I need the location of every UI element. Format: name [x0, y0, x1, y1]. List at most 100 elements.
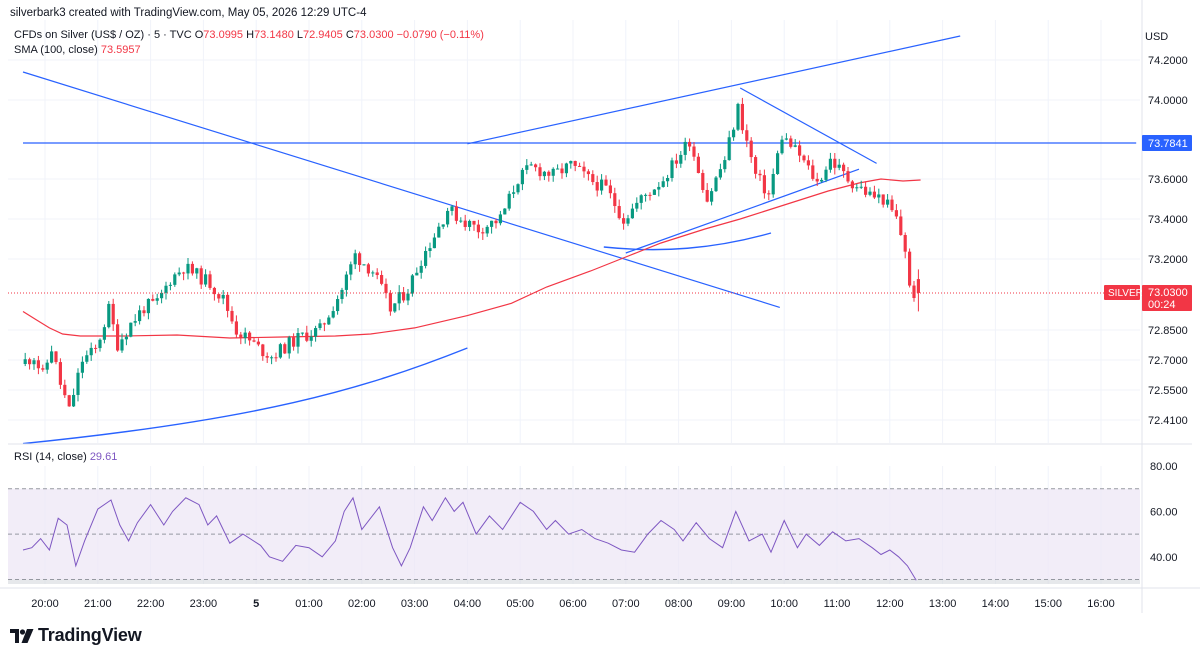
time-tick-label: 08:00	[665, 598, 693, 610]
candle-body	[591, 174, 595, 183]
candle-body	[23, 359, 27, 364]
candle-body	[564, 163, 568, 174]
candle-body	[657, 186, 661, 190]
time-tick-label: 06:00	[559, 598, 587, 610]
candle-body	[780, 139, 784, 154]
candle-body	[129, 322, 133, 337]
sma-label: SMA (100, close)	[14, 44, 98, 56]
candle-body	[701, 173, 705, 190]
candle-body	[503, 208, 507, 215]
candle-body	[815, 178, 819, 182]
candle-body	[820, 179, 824, 182]
logo-text: TradingView	[38, 625, 142, 645]
candle-body	[146, 298, 150, 314]
candle-body	[833, 158, 837, 168]
time-tick-label: 20:00	[31, 598, 59, 610]
candle-body	[142, 310, 146, 314]
symbol-legend[interactable]: CFDs on Silver (US$ / OZ) · 5 · TVC O73.…	[14, 29, 484, 41]
candle-body	[890, 199, 894, 211]
candle-body	[314, 328, 318, 337]
sma-layer	[22, 178, 921, 339]
time-tick-label: 02:00	[348, 598, 376, 610]
candle-body	[635, 202, 639, 209]
candle-body	[217, 294, 221, 299]
candle-body	[366, 264, 370, 274]
candle-body	[828, 158, 832, 170]
candle-body	[674, 160, 678, 164]
candle-body	[155, 298, 159, 301]
candle-body	[481, 232, 485, 234]
candle-body	[688, 141, 692, 147]
time-tick-label: 07:00	[612, 598, 640, 610]
candle-body	[714, 177, 718, 192]
candle-body	[692, 146, 696, 157]
candle-body	[749, 140, 753, 158]
candle-body	[551, 168, 555, 176]
candle-body	[670, 160, 674, 179]
mini-uptrend	[625, 168, 860, 254]
candle-body	[344, 274, 348, 290]
candle-body	[754, 157, 758, 174]
candle-body	[679, 154, 683, 164]
candle-body	[626, 218, 630, 224]
candle-body	[212, 287, 216, 295]
candle-body	[371, 272, 375, 274]
candle-body	[199, 268, 203, 285]
rsi-legend[interactable]: RSI (14, close) 29.61	[14, 451, 117, 463]
candle-body	[58, 362, 62, 385]
time-tick-label: 11:00	[824, 598, 851, 610]
candle-body	[226, 294, 230, 311]
sma-line	[22, 178, 921, 339]
candle-body	[586, 171, 590, 175]
candle-body	[802, 155, 806, 161]
candle-body	[758, 173, 762, 176]
candle-body	[388, 293, 392, 312]
rsi-tick-label: 80.00	[1150, 461, 1178, 473]
candle-body	[569, 160, 573, 164]
price-tick-label: 73.4000	[1148, 214, 1188, 226]
candle-body	[450, 206, 454, 211]
candle-body	[727, 137, 731, 161]
candle-body	[912, 285, 916, 299]
candle-body	[736, 103, 740, 130]
candle-body	[265, 356, 269, 358]
candle-body	[331, 311, 335, 318]
candle-body	[41, 368, 45, 370]
candle-body	[168, 284, 172, 286]
candle-body	[573, 160, 577, 166]
countdown-label: 00:24	[1148, 299, 1176, 311]
candle-body	[318, 323, 322, 329]
candle-body	[393, 303, 397, 312]
candle-body	[340, 289, 344, 300]
low-value: 72.9405	[303, 29, 343, 41]
candle-body	[45, 362, 49, 370]
candle-body	[151, 298, 155, 301]
candle-body	[283, 344, 287, 354]
candle-body	[256, 341, 260, 345]
candle-body	[36, 360, 40, 369]
candle-body	[190, 263, 194, 274]
candle-body	[630, 208, 634, 219]
tradingview-logo: TradingView	[10, 625, 142, 646]
sma-legend[interactable]: SMA (100, close) 73.5957	[14, 44, 141, 56]
candle-body	[89, 347, 93, 356]
candle-body	[538, 167, 542, 177]
candle-body	[428, 248, 432, 251]
candle-body	[806, 160, 810, 166]
candle-body	[292, 337, 296, 347]
sma-value: 73.5957	[100, 44, 141, 56]
axes-layer: 74.2000 74.0000 73.6000 73.4000 73.2000 72.85…	[0, 0, 1200, 613]
candle-body	[221, 294, 225, 299]
price-tick-label: 72.4100	[1148, 415, 1188, 427]
price-tick-label: 72.7000	[1148, 355, 1188, 367]
candle-body	[877, 194, 881, 198]
candle-body	[441, 224, 445, 227]
candle-body	[723, 160, 727, 170]
candle-body	[28, 359, 32, 365]
candle-body	[718, 169, 722, 178]
candle-body	[287, 337, 291, 354]
candle-body	[842, 164, 846, 172]
candle-body	[296, 333, 300, 347]
currency-label[interactable]: USD	[1145, 31, 1169, 43]
